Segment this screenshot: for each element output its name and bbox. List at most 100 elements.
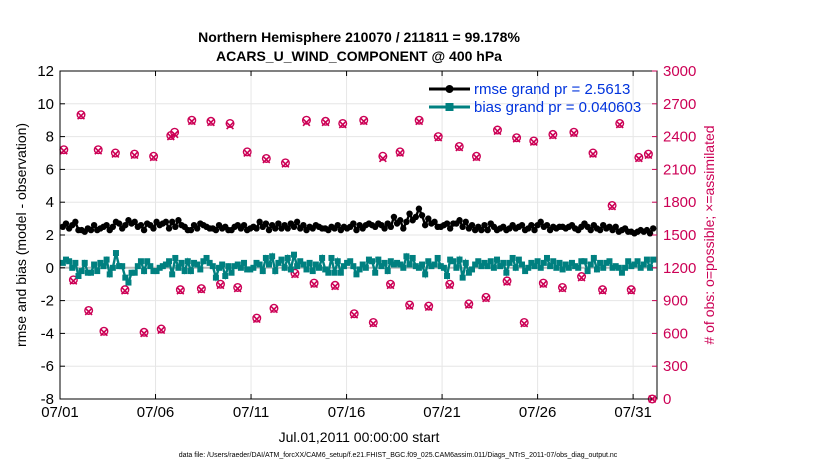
left-tick-label-9: 10 xyxy=(37,96,54,113)
legend-rmse-marker xyxy=(445,85,454,93)
obs-possible-point-30 xyxy=(330,280,340,290)
bias-point-14 xyxy=(103,256,110,263)
bias-point-128 xyxy=(459,274,466,281)
bias-point-28 xyxy=(147,263,154,270)
bias-point-1 xyxy=(62,256,69,263)
obs-assimilated-point-40 xyxy=(424,303,433,312)
obs-possible-point-41 xyxy=(433,132,443,142)
left-axis-label: rmse and bias (model - observation) xyxy=(13,123,29,347)
obs-assimilated-point-45 xyxy=(472,153,481,162)
bias-point-53 xyxy=(225,263,232,270)
bias-point-98 xyxy=(365,256,372,263)
bias-point-155 xyxy=(543,254,550,261)
obs-possible-point-47 xyxy=(492,125,502,135)
left-tick-label-8: 8 xyxy=(46,129,54,146)
obs-assimilated-point-12 xyxy=(166,132,175,141)
rmse-point-23 xyxy=(131,218,138,226)
obs-possible-point-58 xyxy=(598,285,608,295)
bias-point-93 xyxy=(350,263,357,270)
obs-possible-point-32 xyxy=(349,309,359,319)
rmse-point-105 xyxy=(387,223,395,230)
bias-point-109 xyxy=(400,264,407,271)
rmse-point-10 xyxy=(90,221,98,229)
rmse-point-26 xyxy=(140,226,148,234)
obs-assimilated-point-13 xyxy=(170,130,179,139)
bias-point-162 xyxy=(565,264,572,271)
bias-point-81 xyxy=(312,261,319,268)
obs-assimilated-point-7 xyxy=(120,286,129,295)
bias-point-74 xyxy=(290,251,297,258)
legend-rmse-label: rmse grand pr = 2.5613 xyxy=(474,81,630,98)
obs-possible-point-49 xyxy=(512,133,522,143)
obs-possible-point-13 xyxy=(170,127,180,137)
bias-point-178 xyxy=(615,264,622,271)
rmse-point-14 xyxy=(103,221,110,229)
bias-point-144 xyxy=(509,254,516,261)
obs-assimilated-point-37 xyxy=(396,149,405,157)
chart-title-line1: Northern Hemisphere 210070 / 211811 = 99… xyxy=(198,29,520,45)
obs-possible-point-1 xyxy=(68,275,78,285)
bias-point-18 xyxy=(116,263,123,270)
bias-point-147 xyxy=(518,261,525,268)
bias-point-96 xyxy=(359,261,366,268)
right-tick-label-5: 1500 xyxy=(663,227,696,244)
obs-assimilated-point-59 xyxy=(608,202,617,211)
rmse-point-49 xyxy=(212,226,220,234)
rmse-point-106 xyxy=(390,213,398,221)
bias-point-86 xyxy=(328,254,335,261)
left-tick-label-4: 0 xyxy=(46,260,54,277)
bias-point-24 xyxy=(134,263,141,270)
right-axis-ticks: 0 300 600 900 1200 1500 1800 2100 2400 2700 3000 xyxy=(652,63,696,408)
obs-possible-point-24 xyxy=(269,303,279,313)
bias-point-130 xyxy=(465,269,472,276)
bias-point-157 xyxy=(550,258,557,265)
obs-assimilated-point-11 xyxy=(157,326,166,335)
rmse-point-116 xyxy=(421,221,429,229)
bias-point-95 xyxy=(356,266,363,273)
bias-point-66 xyxy=(266,261,273,268)
rmse-point-129 xyxy=(462,218,469,226)
bias-point-160 xyxy=(559,266,566,273)
bias-point-54 xyxy=(228,269,235,276)
left-tick-label-7: 6 xyxy=(46,161,54,178)
obs-possible-point-21 xyxy=(242,147,252,157)
bias-point-37 xyxy=(175,264,182,271)
rmse-point-62 xyxy=(253,225,260,232)
bias-point-22 xyxy=(128,269,135,276)
obs-assimilated-point-49 xyxy=(512,134,521,143)
bias-point-187 xyxy=(643,256,650,263)
bias-point-100 xyxy=(372,269,379,276)
chart-title-line2: ACARS_U_WIND_COMPONENT @ 400 hPa xyxy=(216,48,502,64)
bias-point-34 xyxy=(166,258,173,265)
right-tick-label-4: 1200 xyxy=(663,260,696,277)
rmse-point-128 xyxy=(459,223,466,230)
bias-point-134 xyxy=(478,263,485,270)
bias-point-59 xyxy=(244,266,251,273)
rmse-point-150 xyxy=(528,221,535,229)
rmse-point-20 xyxy=(122,221,129,229)
rmse-point-117 xyxy=(425,215,432,222)
bias-point-185 xyxy=(637,264,644,271)
obs-assimilated-point-0 xyxy=(59,146,68,155)
rmse-point-58 xyxy=(240,221,248,229)
rmse-point-74 xyxy=(290,223,298,230)
bias-point-170 xyxy=(590,254,597,261)
obs-possible-point-59 xyxy=(607,200,617,210)
bias-point-113 xyxy=(412,263,419,270)
obs-assimilated-point-32 xyxy=(350,310,359,319)
legend-bias-marker xyxy=(445,103,454,111)
right-tick-label-1: 300 xyxy=(663,358,688,375)
bias-point-142 xyxy=(503,269,510,276)
obs-assimilated-point-42 xyxy=(445,281,454,290)
obs-possible-point-54 xyxy=(557,282,567,292)
right-axis-label: # of obs: o=possible; ×=assimilated xyxy=(701,125,717,344)
rmse-point-151 xyxy=(531,226,538,234)
bias-point-166 xyxy=(578,258,585,265)
obs-possible-point-6 xyxy=(110,148,120,158)
bias-point-171 xyxy=(593,266,600,273)
bias-point-70 xyxy=(278,256,285,263)
bias-point-179 xyxy=(618,269,625,276)
obs-assimilated-point-35 xyxy=(378,154,387,163)
bias-point-79 xyxy=(306,259,313,266)
bias-point-87 xyxy=(331,269,338,276)
